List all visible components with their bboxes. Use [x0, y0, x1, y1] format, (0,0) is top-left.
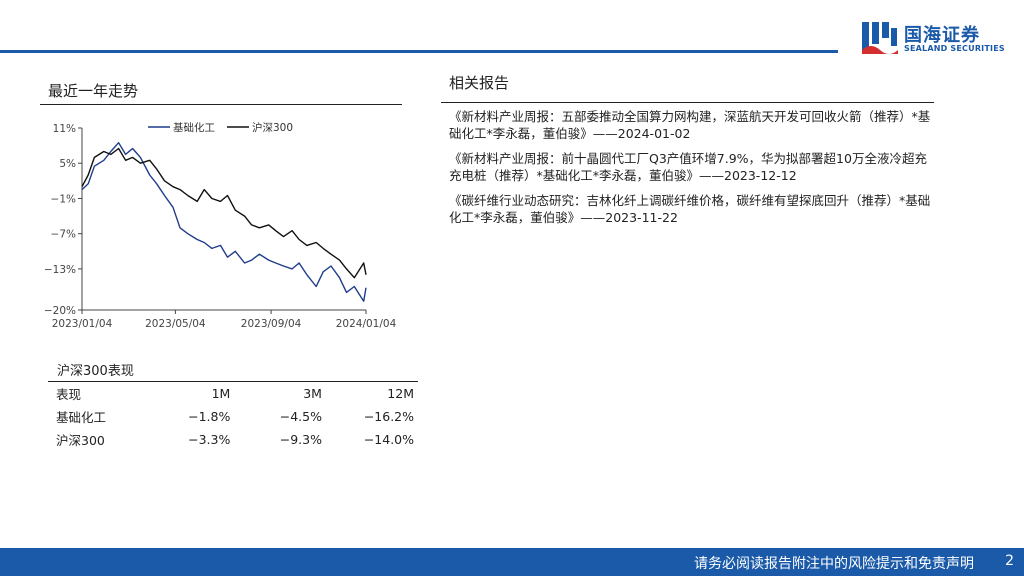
- table-cell: 基础化工: [56, 410, 107, 425]
- trend-chart-svg: 11% 5% −1% −7% −13% −20%2023/01/04 2023/05/04 2…: [44, 121, 397, 330]
- table-header-row: 表现 1M 3M 12M: [48, 381, 418, 405]
- table-cell: −9.3%: [279, 432, 322, 447]
- performance-table: 表现 1M 3M 12M 基础化工 −1.8% −4.5% −16.2% 沪深3…: [48, 381, 418, 451]
- footer-bar: 请务必阅读报告附注中的风险提示和免责声明 2: [0, 548, 1024, 576]
- trend-title-rule: [40, 104, 402, 105]
- table-header-cell: 1M: [142, 381, 235, 405]
- y-tick-label: −20%: [44, 305, 76, 317]
- series-line-1: [81, 142, 367, 302]
- report-link[interactable]: 《碳纤维行业动态研究：吉林化纤上调碳纤维价格，碳纤维有望探底回升（推荐）*基础化…: [449, 193, 931, 225]
- report-link[interactable]: 《新材料产业周报：前十晶圆代工厂Q3产值环增7.9%，华为拟部署超10万全液冷超…: [449, 151, 927, 183]
- y-tick-label: 5%: [59, 158, 76, 170]
- report-link[interactable]: 《新材料产业周报：五部委推动全国算力网构建，深蓝航天开发可回收火箭（推荐）*基础…: [449, 109, 931, 141]
- table-cell: 沪深300: [56, 433, 105, 448]
- related-reports-list: 《新材料产业周报：五部委推动全国算力网构建，深蓝航天开发可回收火箭（推荐）*基础…: [449, 108, 931, 234]
- performance-title: 沪深300表现: [57, 364, 134, 379]
- x-tick-label: 2023/01/04: [52, 318, 113, 330]
- page-number: 2: [1005, 553, 1014, 569]
- table-row: 基础化工 −1.8% −4.5% −16.2%: [48, 405, 418, 428]
- y-tick-label: 11%: [53, 123, 76, 135]
- logo-text-cn: 国海证券: [904, 25, 980, 46]
- y-tick-label: −7%: [51, 229, 76, 241]
- trend-title: 最近一年走势: [48, 82, 139, 100]
- series-line-2: [81, 147, 367, 279]
- y-tick-label: −1%: [51, 193, 76, 205]
- table-row: 沪深300 −3.3% −9.3% −14.0%: [48, 428, 418, 451]
- table-header-cell: 表现: [48, 381, 143, 405]
- x-tick-label: 2023/05/04: [145, 318, 206, 330]
- table-cell: −16.2%: [363, 409, 414, 424]
- reports-title-rule: [441, 102, 934, 103]
- table-cell: −1.8%: [188, 409, 231, 424]
- trend-chart: 11% 5% −1% −7% −13% −20% 2023/01/04 2023/05/04 2…: [40, 112, 410, 344]
- legend-label-1: 基础化工: [173, 121, 215, 134]
- y-tick-label: −13%: [44, 264, 76, 276]
- logo-text-en: SEALAND SECURITIES: [904, 44, 1005, 53]
- x-tick-label: 2024/01/04: [336, 318, 397, 330]
- table-cell: −14.0%: [363, 432, 414, 447]
- x-tick-label: 2023/09/04: [241, 318, 302, 330]
- footer-disclaimer: 请务必阅读报告附注中的风险提示和免责声明: [694, 556, 974, 572]
- table-cell: −3.3%: [188, 432, 231, 447]
- reports-title: 相关报告: [449, 74, 510, 92]
- sealand-logo: 国海证券 SEALAND SECURITIES: [862, 20, 1012, 56]
- header-rule: [0, 50, 838, 53]
- sealand-logo-icon: [862, 22, 898, 54]
- table-header-cell: 12M: [325, 381, 418, 405]
- legend-label-2: 沪深300: [252, 121, 293, 134]
- table-header-cell: 3M: [234, 381, 326, 405]
- table-cell: −4.5%: [279, 409, 322, 424]
